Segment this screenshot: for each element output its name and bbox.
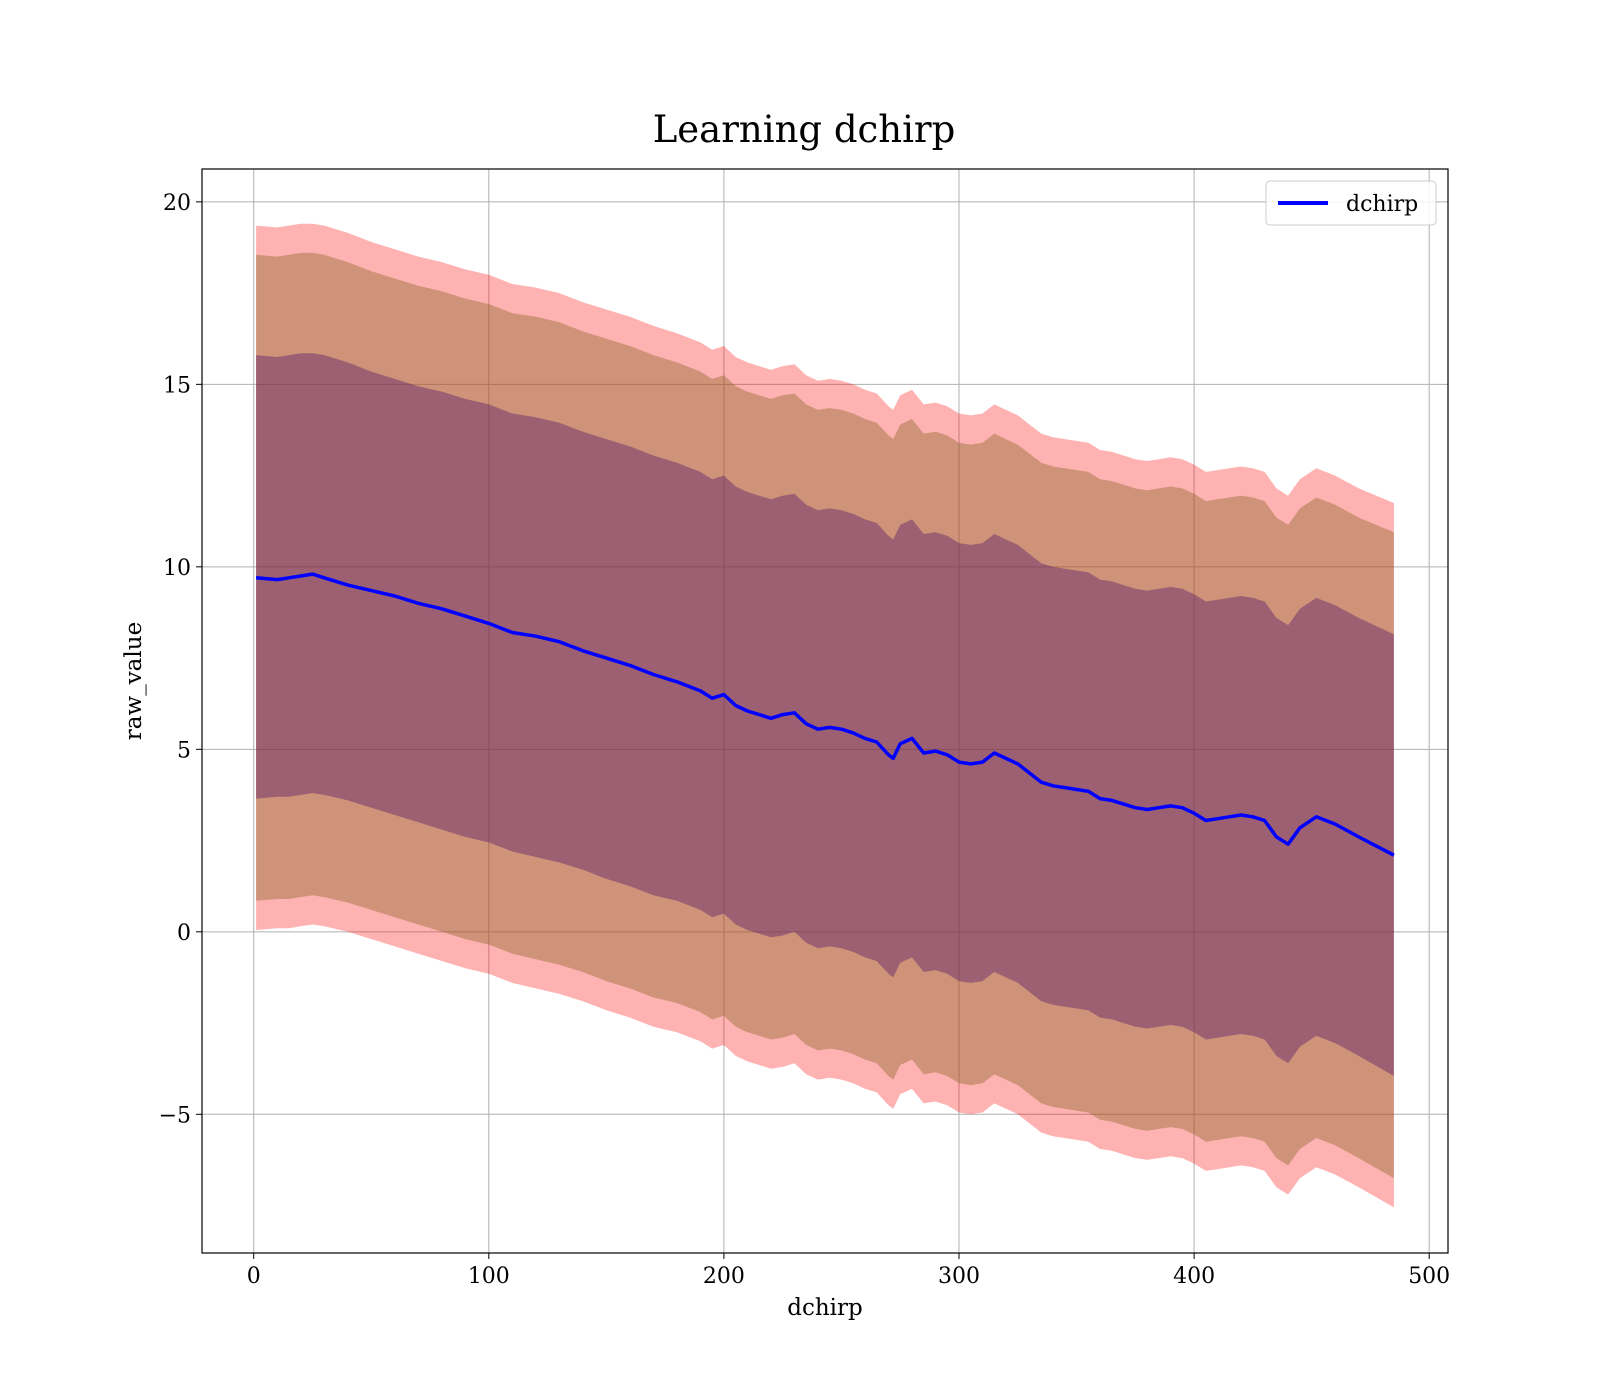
x-tick-label: 400 (1173, 1264, 1215, 1289)
chart-title: Learning dchirp (653, 108, 956, 151)
grid (202, 169, 1448, 1253)
y-axis-label: raw_value (121, 622, 147, 740)
series-line-dchirp (255, 572, 1395, 857)
bands (256, 223, 1394, 1208)
series-lines (255, 572, 1395, 857)
legend-box (1265, 180, 1437, 226)
x-axis-label: dchirp (787, 1295, 863, 1321)
band-middle (256, 252, 1394, 1179)
x-tick-label: 300 (938, 1264, 980, 1289)
legend: dchirp (1265, 180, 1437, 226)
x-tick-label: 0 (247, 1264, 261, 1289)
y-tick-label: 10 (163, 556, 191, 581)
x-tick-label: 500 (1408, 1264, 1450, 1289)
x-tick-label: 100 (468, 1264, 510, 1289)
y-tick-label: 5 (177, 738, 191, 763)
y-tick-label: 20 (163, 191, 191, 216)
legend-label-dchirp: dchirp (1346, 192, 1418, 217)
ticks: 0 100 200 300 400 500 −5 0 5 10 15 20 (159, 191, 1451, 1289)
x-tick-label: 200 (703, 1264, 745, 1289)
y-tick-label: 0 (177, 921, 191, 946)
y-tick-label: −5 (159, 1103, 191, 1128)
band-outer (256, 223, 1394, 1208)
band-inner (256, 353, 1394, 1076)
y-tick-label: 15 (163, 373, 191, 398)
plot-frame (201, 168, 1449, 1254)
